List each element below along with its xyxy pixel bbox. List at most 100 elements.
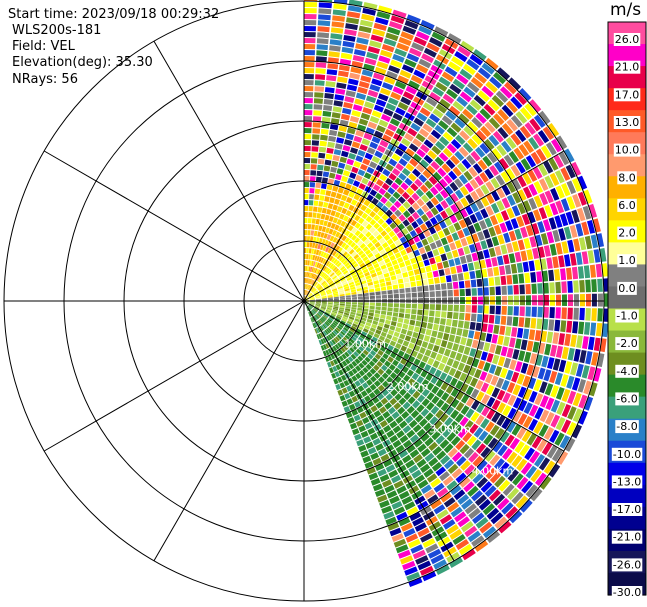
velocity-gate: [501, 305, 507, 315]
velocity-gate: [556, 401, 566, 415]
velocity-gate: [466, 235, 474, 245]
velocity-gate: [400, 328, 407, 335]
colorbar-tick-label: 8.0: [618, 171, 636, 184]
velocity-gate: [533, 209, 542, 222]
velocity-gate: [489, 286, 495, 296]
velocity-gate: [415, 133, 426, 143]
velocity-gate: [388, 172, 397, 181]
velocity-gate: [513, 147, 525, 160]
velocity-gate: [386, 333, 393, 340]
velocity-gate: [428, 457, 439, 467]
velocity-gate: [341, 279, 347, 284]
velocity-gate: [308, 293, 313, 297]
velocity-gate: [404, 501, 416, 511]
velocity-gate: [507, 394, 517, 406]
velocity-gate: [559, 435, 571, 449]
velocity-gate: [372, 249, 379, 255]
velocity-gate: [389, 325, 396, 331]
velocity-gate: [356, 313, 362, 317]
velocity-gate: [394, 48, 407, 58]
velocity-gate: [411, 372, 420, 381]
velocity-gate: [410, 122, 421, 132]
velocity-gate: [315, 298, 321, 300]
velocity-gate: [357, 240, 364, 247]
velocity-gate: [396, 430, 405, 439]
velocity-gate: [463, 125, 475, 137]
velocity-gate: [591, 279, 597, 293]
velocity-gate: [331, 112, 341, 119]
velocity-gate: [505, 506, 518, 519]
velocity-gate: [398, 172, 407, 181]
velocity-gate: [524, 447, 535, 461]
velocity-gate: [327, 305, 333, 308]
velocity-gate: [405, 287, 411, 293]
velocity-gate: [518, 273, 525, 284]
velocity-gate: [384, 257, 391, 264]
velocity-gate: [567, 307, 573, 320]
velocity-gate: [310, 301, 315, 303]
velocity-gate: [387, 187, 396, 195]
velocity-gate: [498, 461, 510, 474]
velocity-gate: [344, 392, 351, 400]
velocity-gate: [432, 108, 444, 119]
velocity-gate: [452, 166, 462, 177]
velocity-gate: [415, 31, 430, 41]
range-ring-label: 2.00km: [387, 380, 429, 393]
velocity-gate: [318, 256, 322, 263]
velocity-gate: [533, 195, 543, 208]
velocity-gate: [363, 305, 369, 309]
velocity-gate: [430, 129, 442, 140]
velocity-gate: [308, 311, 312, 317]
velocity-gate: [393, 307, 399, 313]
velocity-gate: [573, 280, 579, 293]
velocity-gate: [371, 155, 381, 164]
velocity-gate: [452, 281, 459, 289]
velocity-gate: [352, 104, 363, 112]
velocity-gate: [337, 286, 343, 290]
velocity-gate: [450, 203, 459, 214]
velocity-gate: [416, 280, 422, 287]
velocity-gate: [411, 469, 422, 479]
velocity-gate: [318, 8, 332, 15]
velocity-gate: [342, 316, 348, 321]
velocity-gate: [309, 296, 314, 299]
velocity-gate: [464, 280, 471, 288]
velocity-gate: [312, 242, 316, 248]
velocity-gate: [446, 318, 452, 326]
velocity-gate: [340, 277, 346, 282]
velocity-gate: [601, 323, 609, 338]
velocity-gate: [372, 438, 381, 446]
velocity-gate: [331, 339, 336, 345]
velocity-gate: [443, 365, 451, 374]
velocity-gate: [585, 279, 591, 293]
velocity-gate: [321, 304, 327, 306]
velocity-gate: [308, 304, 313, 309]
velocity-gate: [306, 272, 309, 278]
velocity-gate: [436, 262, 444, 270]
velocity-gate: [327, 306, 333, 309]
velocity-gate: [362, 374, 369, 382]
velocity-gate: [351, 304, 357, 308]
velocity-gate: [442, 147, 453, 158]
velocity-gate: [496, 144, 507, 157]
velocity-gate: [349, 72, 361, 80]
velocity-gate: [430, 478, 442, 488]
velocity-gate: [566, 180, 577, 195]
velocity-gate: [345, 365, 351, 372]
velocity-gate: [477, 231, 485, 241]
velocity-gate: [382, 268, 389, 274]
velocity-gate: [311, 146, 319, 152]
velocity-gate: [363, 132, 373, 141]
velocity-gate: [439, 276, 446, 283]
velocity-gate: [334, 198, 340, 205]
velocity-gate: [529, 118, 541, 132]
velocity-gate: [379, 238, 386, 245]
velocity-gate: [459, 255, 467, 264]
velocity-gate: [481, 323, 488, 332]
velocity-gate: [427, 494, 439, 505]
velocity-gate: [334, 224, 340, 231]
velocity-gate: [481, 62, 495, 75]
velocity-gate: [501, 285, 507, 295]
velocity-gate: [363, 199, 371, 207]
velocity-gate: [315, 328, 320, 334]
